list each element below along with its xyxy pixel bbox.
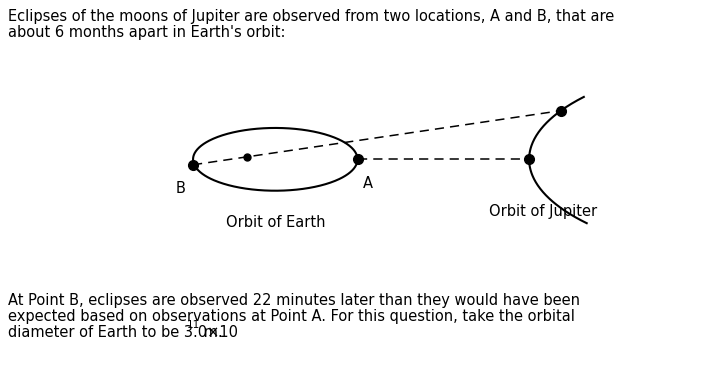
Text: 11: 11 [187, 320, 201, 330]
Text: At Point B, eclipses are observed 22 minutes later than they would have been: At Point B, eclipses are observed 22 min… [8, 293, 580, 308]
Text: Eclipses of the moons of Jupiter are observed from two locations, A and B, that : Eclipses of the moons of Jupiter are obs… [8, 9, 614, 25]
Text: B: B [176, 181, 186, 196]
Text: expected based on observations at Point A. For this question, take the orbital: expected based on observations at Point … [8, 309, 575, 324]
Text: about 6 months apart in Earth's orbit:: about 6 months apart in Earth's orbit: [8, 25, 285, 40]
Text: diameter of Earth to be 3.0×10: diameter of Earth to be 3.0×10 [8, 325, 238, 340]
Text: Orbit of Jupiter: Orbit of Jupiter [489, 204, 598, 219]
Text: m.: m. [199, 325, 222, 340]
Text: Orbit of Earth: Orbit of Earth [225, 215, 325, 230]
Text: A: A [363, 176, 373, 191]
